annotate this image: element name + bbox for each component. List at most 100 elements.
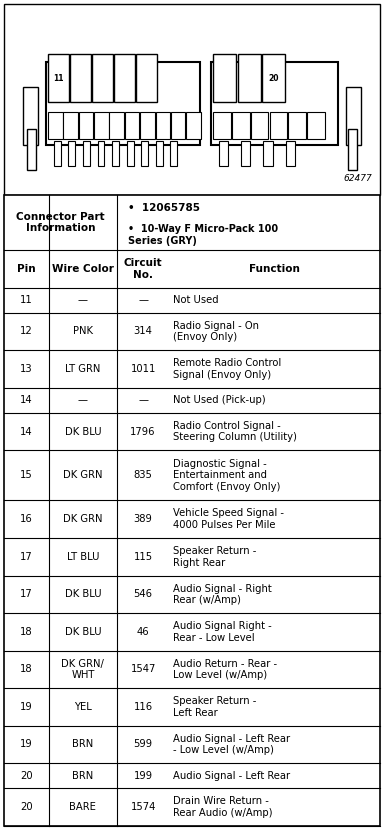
- Text: 11: 11: [53, 74, 64, 82]
- Text: 13: 13: [20, 364, 33, 374]
- Text: 1011: 1011: [131, 364, 156, 374]
- Bar: [70, 54, 91, 102]
- Text: —: —: [138, 295, 148, 305]
- Text: Function: Function: [249, 264, 300, 274]
- Text: 1574: 1574: [131, 802, 156, 812]
- Bar: [98, 141, 104, 166]
- Bar: [186, 112, 201, 139]
- Bar: [92, 54, 113, 102]
- Text: Drain Wire Return -
Rear Audio (w/Amp): Drain Wire Return - Rear Audio (w/Amp): [173, 796, 273, 818]
- Text: 20: 20: [20, 802, 33, 812]
- Bar: [46, 62, 200, 145]
- Text: Circuit
No.: Circuit No.: [124, 258, 162, 280]
- Text: 16: 16: [20, 515, 33, 525]
- Text: DK GRN: DK GRN: [63, 515, 103, 525]
- Text: 17: 17: [20, 589, 33, 599]
- Text: LT BLU: LT BLU: [66, 552, 99, 562]
- Text: BARE: BARE: [70, 802, 96, 812]
- Text: 19: 19: [20, 702, 33, 712]
- Text: Audio Signal - Left Rear: Audio Signal - Left Rear: [173, 771, 290, 781]
- Text: Connector Part
Information: Connector Part Information: [16, 212, 104, 233]
- Text: •  12065785: • 12065785: [128, 203, 200, 212]
- Text: DK GRN/
WHT: DK GRN/ WHT: [61, 658, 104, 681]
- Bar: [23, 87, 38, 145]
- Bar: [251, 112, 268, 139]
- Bar: [170, 141, 177, 166]
- Bar: [27, 129, 36, 170]
- Bar: [156, 141, 163, 166]
- Text: 12: 12: [20, 326, 33, 336]
- Text: Radio Signal - On
(Envoy Only): Radio Signal - On (Envoy Only): [173, 320, 259, 342]
- Bar: [114, 54, 135, 102]
- Text: 599: 599: [134, 740, 153, 749]
- Bar: [286, 141, 295, 166]
- Text: DK GRN: DK GRN: [63, 471, 103, 481]
- Text: Not Used (Pick-up): Not Used (Pick-up): [173, 395, 266, 405]
- Bar: [48, 112, 63, 139]
- Text: 46: 46: [137, 627, 149, 637]
- Bar: [48, 54, 69, 102]
- Text: 314: 314: [134, 326, 152, 336]
- Text: Audio Signal Right -
Rear - Low Level: Audio Signal Right - Rear - Low Level: [173, 621, 272, 642]
- Bar: [211, 62, 338, 145]
- Text: Speaker Return -
Left Rear: Speaker Return - Left Rear: [173, 696, 257, 718]
- Text: 199: 199: [134, 771, 153, 781]
- Text: Vehicle Speed Signal -
4000 Pulses Per Mile: Vehicle Speed Signal - 4000 Pulses Per M…: [173, 509, 284, 530]
- Text: Radio Control Signal -
Steering Column (Utility): Radio Control Signal - Steering Column (…: [173, 421, 297, 442]
- Bar: [156, 112, 170, 139]
- Text: Diagnostic Signal -
Entertainment and
Comfort (Envoy Only): Diagnostic Signal - Entertainment and Co…: [173, 459, 281, 492]
- Bar: [4, 195, 380, 826]
- Bar: [63, 112, 78, 139]
- Text: 14: 14: [20, 395, 33, 405]
- Text: 835: 835: [134, 471, 152, 481]
- Text: BRN: BRN: [72, 740, 93, 749]
- Text: Speaker Return -
Right Rear: Speaker Return - Right Rear: [173, 546, 257, 568]
- Text: DK BLU: DK BLU: [65, 427, 101, 437]
- Text: 389: 389: [134, 515, 152, 525]
- Bar: [79, 112, 93, 139]
- Text: Wire Color: Wire Color: [52, 264, 114, 274]
- Bar: [346, 87, 361, 145]
- Text: 15: 15: [20, 471, 33, 481]
- Text: 1796: 1796: [130, 427, 156, 437]
- Text: Audio Return - Rear -
Low Level (w/Amp): Audio Return - Rear - Low Level (w/Amp): [173, 658, 277, 681]
- Text: Audio Signal - Left Rear
- Low Level (w/Amp): Audio Signal - Left Rear - Low Level (w/…: [173, 734, 290, 755]
- Bar: [54, 141, 61, 166]
- Bar: [4, 4, 380, 195]
- Bar: [288, 112, 306, 139]
- Bar: [219, 141, 228, 166]
- Text: 20: 20: [268, 74, 279, 82]
- Bar: [171, 112, 185, 139]
- Text: 14: 14: [20, 427, 33, 437]
- Text: PNK: PNK: [73, 326, 93, 336]
- Text: —: —: [138, 395, 148, 405]
- Bar: [127, 141, 134, 166]
- Bar: [307, 112, 325, 139]
- Bar: [270, 112, 287, 139]
- Text: LT GRN: LT GRN: [65, 364, 101, 374]
- Bar: [125, 112, 139, 139]
- Text: DK BLU: DK BLU: [65, 589, 101, 599]
- Bar: [140, 112, 155, 139]
- Text: 19: 19: [20, 740, 33, 749]
- Text: •  10-Way F Micro-Pack 100
Series (GRY): • 10-Way F Micro-Pack 100 Series (GRY): [128, 224, 278, 246]
- Bar: [112, 141, 119, 166]
- Bar: [241, 141, 250, 166]
- Bar: [232, 112, 250, 139]
- Bar: [262, 54, 285, 102]
- Text: 116: 116: [134, 702, 153, 712]
- Text: —: —: [78, 295, 88, 305]
- Text: 11: 11: [20, 295, 33, 305]
- Bar: [213, 112, 231, 139]
- Text: 546: 546: [134, 589, 152, 599]
- Bar: [83, 141, 90, 166]
- Text: 1547: 1547: [131, 664, 156, 675]
- Bar: [109, 112, 124, 139]
- Text: Audio Signal - Right
Rear (w/Amp): Audio Signal - Right Rear (w/Amp): [173, 583, 272, 605]
- Bar: [238, 54, 261, 102]
- Bar: [213, 54, 236, 102]
- Bar: [348, 129, 357, 170]
- Text: 20: 20: [20, 771, 33, 781]
- Text: Remote Radio Control
Signal (Envoy Only): Remote Radio Control Signal (Envoy Only): [173, 359, 281, 380]
- Text: BRN: BRN: [72, 771, 93, 781]
